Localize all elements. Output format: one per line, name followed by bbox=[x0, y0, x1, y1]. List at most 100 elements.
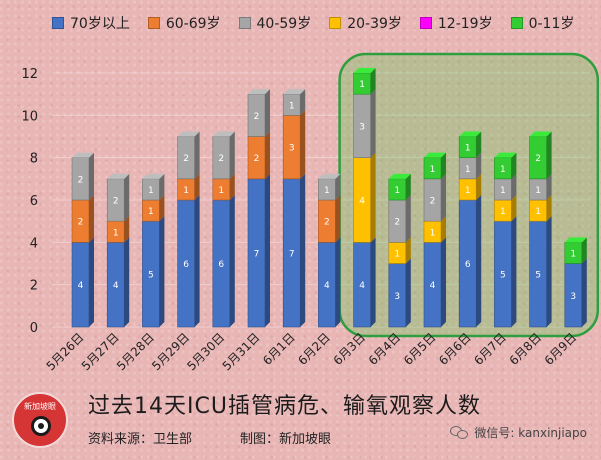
bar-top bbox=[353, 68, 376, 73]
legend-item: 60-69岁 bbox=[147, 13, 221, 33]
bar-segment-side bbox=[300, 173, 306, 327]
legend-swatch bbox=[147, 17, 160, 29]
bar-segment-side bbox=[511, 173, 517, 200]
bar-segment-side bbox=[229, 131, 235, 179]
bar-top bbox=[564, 237, 587, 243]
bar-segment-side bbox=[194, 131, 200, 179]
bar-segment-side bbox=[370, 68, 376, 95]
legend-swatch bbox=[419, 17, 432, 29]
x-tick-label: 6月2日 bbox=[295, 330, 333, 368]
data-label: 1 bbox=[148, 186, 154, 196]
data-label: 4 bbox=[113, 281, 119, 291]
bar-segment-side bbox=[405, 237, 411, 264]
data-label: 1 bbox=[465, 186, 471, 196]
legend-item: 20-39岁 bbox=[329, 13, 402, 33]
bar-segment-side bbox=[194, 195, 200, 327]
x-tick-label: 6月3日 bbox=[331, 330, 369, 368]
bar-segment-side bbox=[124, 237, 130, 327]
bar-segment-side bbox=[124, 216, 130, 243]
data-label: 6 bbox=[465, 260, 471, 270]
bar-segment-side bbox=[476, 131, 482, 158]
credit-note: 制图：新加坡眼 bbox=[240, 432, 332, 447]
data-label: 1 bbox=[500, 165, 506, 175]
bar-segment-side bbox=[511, 216, 517, 327]
data-label: 2 bbox=[78, 175, 84, 185]
legend-label: 60-69岁 bbox=[165, 16, 221, 32]
bar-segment-side bbox=[335, 173, 341, 200]
bar-segment-side bbox=[546, 216, 552, 327]
bar-top bbox=[459, 131, 482, 137]
bar-top bbox=[318, 173, 341, 179]
bar-segment-side bbox=[476, 152, 482, 179]
data-label: 1 bbox=[183, 186, 189, 196]
bar-segment-side bbox=[370, 152, 376, 243]
bar-top bbox=[142, 173, 165, 179]
bar-segment-side bbox=[335, 195, 341, 243]
bar-top bbox=[72, 152, 94, 158]
bar-segment-side bbox=[229, 195, 235, 327]
data-label: 3 bbox=[394, 292, 400, 302]
logo-text: 新加坡眼 bbox=[24, 402, 56, 411]
data-label: 4 bbox=[359, 281, 365, 291]
data-label: 1 bbox=[324, 186, 330, 196]
bar-segment-side bbox=[476, 173, 482, 200]
bar-segment-side bbox=[441, 152, 446, 179]
bar-segment-side bbox=[441, 216, 446, 243]
legend-swatch bbox=[238, 17, 251, 29]
bar-segment-side bbox=[159, 195, 165, 222]
chart-title: 过去14天ICU插管病危、输氧观察人数 bbox=[88, 394, 481, 419]
y-tick-label: 6 bbox=[30, 194, 38, 209]
data-label: 2 bbox=[535, 154, 541, 164]
legend-item: 12-19岁 bbox=[419, 13, 493, 33]
bar-segment-side bbox=[335, 237, 341, 327]
wechat-id: 微信号: kanxinjiapo bbox=[450, 424, 587, 441]
data-label: 1 bbox=[465, 144, 471, 154]
bar-segment-side bbox=[89, 152, 94, 200]
data-label: 4 bbox=[324, 281, 330, 291]
bar-top bbox=[107, 173, 130, 179]
data-label: 2 bbox=[394, 218, 400, 228]
bar-top bbox=[424, 152, 446, 158]
legend-item: 0-11岁 bbox=[510, 13, 574, 33]
legend-label: 20-39岁 bbox=[347, 16, 402, 32]
bar-segment-side bbox=[405, 195, 411, 243]
data-label: 4 bbox=[78, 281, 84, 291]
bar-segment-side bbox=[300, 110, 306, 179]
y-tick-label: 10 bbox=[21, 109, 38, 124]
legend-swatch bbox=[510, 17, 523, 29]
bar-segment-side bbox=[370, 89, 376, 158]
data-label: 1 bbox=[289, 101, 295, 111]
data-label: 2 bbox=[113, 197, 119, 207]
data-label: 2 bbox=[430, 197, 436, 207]
data-label: 5 bbox=[148, 271, 154, 281]
bar-top bbox=[177, 131, 200, 137]
data-label: 3 bbox=[289, 144, 295, 154]
y-tick-label: 4 bbox=[30, 236, 38, 251]
legend-item: 70岁以上 bbox=[52, 13, 130, 33]
data-label: 7 bbox=[289, 249, 295, 259]
data-label: 1 bbox=[394, 249, 400, 259]
data-label: 1 bbox=[535, 207, 541, 217]
x-tick-label: 5月31日 bbox=[220, 330, 263, 373]
bar-segment-side bbox=[441, 237, 446, 327]
y-tick-label: 8 bbox=[30, 152, 38, 167]
data-label: 2 bbox=[324, 218, 330, 228]
data-label: 2 bbox=[78, 218, 84, 228]
bar-segment-side bbox=[511, 195, 517, 222]
data-label: 1 bbox=[430, 228, 436, 238]
x-tick-label: 5月26日 bbox=[44, 330, 87, 373]
bar-segment-side bbox=[229, 173, 235, 200]
bar-top bbox=[388, 173, 411, 179]
bar-top bbox=[529, 131, 552, 137]
data-label: 6 bbox=[218, 260, 224, 270]
data-label: 4 bbox=[430, 281, 436, 291]
data-label: 2 bbox=[254, 154, 260, 164]
bar-top bbox=[212, 131, 235, 137]
legend-label: 70岁以上 bbox=[70, 16, 130, 32]
y-tick-label: 2 bbox=[30, 279, 38, 294]
bar-top bbox=[283, 89, 306, 95]
bar-segment-side bbox=[441, 173, 446, 222]
bar-segment-side bbox=[194, 173, 200, 200]
bar-segment-side bbox=[511, 152, 517, 179]
data-label: 1 bbox=[218, 186, 224, 196]
